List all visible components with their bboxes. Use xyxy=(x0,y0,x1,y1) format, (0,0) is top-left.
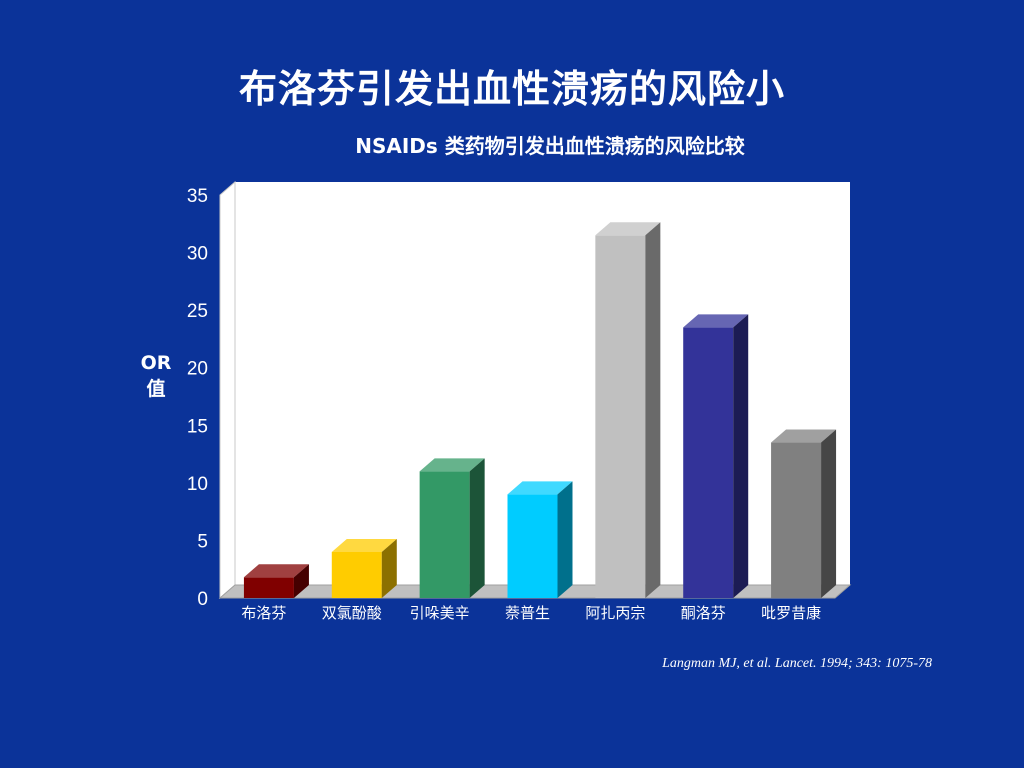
bar-side xyxy=(293,564,309,598)
x-category-label: 吡罗昔康 xyxy=(761,604,821,622)
y-tick-label: 35 xyxy=(187,186,208,207)
bar-top xyxy=(595,222,661,236)
bar-side xyxy=(381,538,397,598)
y-tick-label: 30 xyxy=(187,244,208,265)
bar-side xyxy=(469,458,485,598)
x-category-label: 引哚美辛 xyxy=(410,604,470,622)
x-category-label: 酮洛芬 xyxy=(681,604,726,622)
x-category-label: 萘普生 xyxy=(505,604,550,622)
citation: Langman MJ, et al. Lancet. 1994; 343: 10… xyxy=(662,656,932,671)
plot-side-wall xyxy=(219,180,236,600)
y-tick-label: 5 xyxy=(197,531,208,552)
bar-top xyxy=(771,429,837,443)
x-category-label: 双氯酚酸 xyxy=(322,604,382,622)
y-axis-ticks: 0 5 10 15 20 25 30 35 xyxy=(187,186,208,610)
bar-front xyxy=(507,494,558,598)
x-category-label: 布洛芬 xyxy=(241,604,286,622)
y-axis-label-line-2: 值 xyxy=(146,378,166,400)
bar xyxy=(683,314,749,598)
y-tick-label: 25 xyxy=(187,301,208,322)
bar-front xyxy=(419,471,470,598)
y-tick-label: 0 xyxy=(197,589,208,610)
bar xyxy=(771,429,837,598)
bar-front xyxy=(683,327,734,598)
bar-top xyxy=(243,564,309,578)
y-tick-label: 10 xyxy=(187,474,208,495)
bar xyxy=(419,458,485,598)
bars xyxy=(243,222,837,599)
bar xyxy=(243,564,309,598)
bar-top xyxy=(683,314,749,328)
bar-side xyxy=(821,429,837,598)
y-tick-label: 20 xyxy=(187,359,208,380)
chart-title: NSAIDs 类药物引发出血性溃疡的风险比较 xyxy=(355,134,745,158)
x-axis-labels: 布洛芬 双氯酚酸 引哚美辛 萘普生 阿扎丙宗 酮洛芬 吡罗昔康 xyxy=(241,604,821,622)
bar-front xyxy=(595,235,646,599)
x-category-label: 阿扎丙宗 xyxy=(585,604,645,622)
bar-front xyxy=(331,551,382,598)
y-axis-label: OR 值 xyxy=(132,350,180,402)
y-axis-label-line-1: OR xyxy=(140,352,172,374)
bar xyxy=(595,222,661,599)
bar-side xyxy=(557,481,573,598)
bar-front xyxy=(771,442,822,598)
bar-side xyxy=(733,314,749,598)
bar-top xyxy=(331,538,397,552)
bar-top xyxy=(507,481,573,495)
y-tick-label: 15 xyxy=(187,416,208,437)
bar xyxy=(507,481,573,598)
bar-top xyxy=(419,458,485,472)
bar xyxy=(331,538,397,598)
bar-front xyxy=(243,577,294,598)
slide-title: 布洛芬引发出血性溃疡的风险小 xyxy=(238,67,785,111)
bar-side xyxy=(645,222,661,599)
